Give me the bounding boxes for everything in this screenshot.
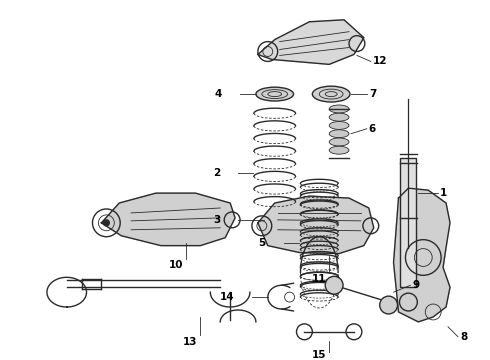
- Circle shape: [325, 276, 343, 294]
- Text: 1: 1: [440, 188, 447, 198]
- Polygon shape: [258, 20, 364, 64]
- Text: 11: 11: [312, 274, 326, 284]
- Text: 7: 7: [369, 89, 376, 99]
- Polygon shape: [393, 188, 450, 322]
- Text: 14: 14: [220, 292, 234, 302]
- Ellipse shape: [264, 214, 286, 226]
- Ellipse shape: [329, 113, 349, 121]
- Text: 15: 15: [312, 350, 326, 360]
- Text: 13: 13: [183, 337, 198, 347]
- Circle shape: [380, 296, 397, 314]
- Text: 10: 10: [169, 260, 183, 270]
- Text: 2: 2: [213, 168, 220, 178]
- FancyBboxPatch shape: [400, 158, 416, 287]
- Polygon shape: [258, 196, 374, 253]
- Text: 9: 9: [413, 280, 419, 290]
- Text: 3: 3: [213, 215, 220, 225]
- Ellipse shape: [329, 130, 349, 138]
- Text: 12: 12: [373, 57, 387, 66]
- Text: 8: 8: [460, 332, 467, 342]
- Text: 6: 6: [369, 124, 376, 134]
- Ellipse shape: [312, 86, 350, 102]
- Ellipse shape: [329, 138, 349, 146]
- Ellipse shape: [329, 121, 349, 129]
- Ellipse shape: [329, 105, 349, 113]
- Text: 5: 5: [259, 238, 266, 248]
- Circle shape: [103, 220, 109, 226]
- Ellipse shape: [256, 87, 294, 101]
- Text: 4: 4: [215, 89, 222, 99]
- Ellipse shape: [329, 146, 349, 154]
- Polygon shape: [101, 193, 235, 246]
